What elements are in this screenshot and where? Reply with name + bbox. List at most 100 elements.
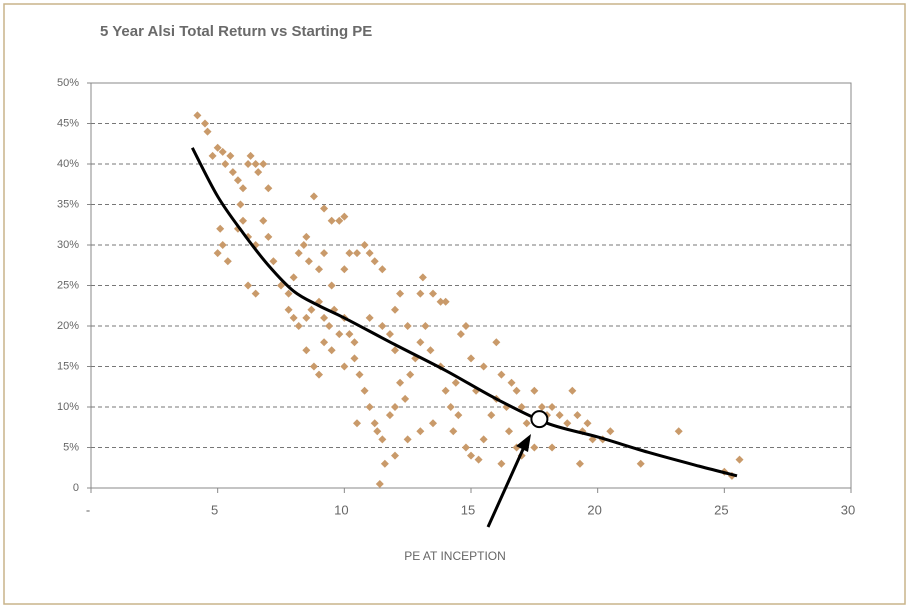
data-point — [325, 322, 334, 330]
data-point — [259, 160, 268, 168]
arrow-shaft — [486, 446, 526, 528]
data-point — [277, 281, 285, 290]
data-point — [429, 289, 437, 298]
x-tick-label: 20 — [587, 502, 601, 517]
data-point — [264, 232, 273, 241]
data-point — [246, 151, 255, 160]
data-point — [563, 419, 572, 428]
data-point — [264, 184, 273, 193]
data-point — [441, 386, 450, 395]
arrow-head — [516, 434, 531, 452]
data-point — [467, 451, 475, 460]
data-point — [335, 330, 344, 339]
data-point — [421, 322, 430, 330]
y-tick-label: 20% — [57, 320, 79, 332]
data-point — [517, 403, 526, 411]
x-tick-label: 5 — [211, 502, 218, 517]
data-point — [479, 362, 488, 371]
data-point — [380, 459, 389, 468]
data-point — [345, 330, 354, 339]
data-point — [289, 313, 298, 322]
data-point — [327, 346, 336, 355]
data-point — [378, 435, 387, 444]
data-point — [436, 297, 445, 306]
y-tick-label: 10% — [57, 401, 79, 413]
data-point — [216, 224, 225, 233]
data-point — [193, 111, 202, 120]
data-point — [461, 322, 470, 330]
chart-title: 5 Year Alsi Total Return vs Starting PE — [100, 23, 372, 40]
data-point — [213, 249, 222, 258]
data-point — [302, 232, 311, 241]
data-point — [335, 216, 344, 225]
data-point — [259, 216, 268, 225]
data-point — [360, 241, 369, 249]
data-point — [573, 411, 582, 420]
data-point — [522, 419, 531, 428]
x-axis-label: PE AT INCEPTION — [404, 549, 506, 563]
data-point — [302, 313, 311, 322]
data-point — [507, 378, 516, 387]
y-tick-label: 50% — [57, 77, 79, 89]
data-point — [429, 419, 437, 428]
data-point — [251, 289, 260, 298]
data-point — [391, 451, 399, 460]
data-point — [223, 257, 232, 266]
data-point — [454, 411, 463, 420]
data-point — [320, 313, 329, 322]
data-point — [284, 305, 293, 314]
data-point — [418, 273, 427, 282]
data-point — [239, 184, 247, 193]
data-point — [378, 322, 387, 330]
data-point — [269, 257, 278, 266]
data-point — [294, 249, 303, 258]
data-point — [396, 289, 405, 298]
x-tick-label: 15 — [461, 502, 475, 517]
data-point — [451, 378, 460, 387]
data-point — [236, 200, 245, 209]
data-point — [244, 160, 253, 168]
data-point — [403, 322, 412, 330]
data-point — [320, 204, 329, 213]
y-tick-label: 25% — [57, 279, 79, 291]
x-tick-label: 30 — [841, 502, 855, 517]
data-point — [302, 346, 311, 355]
highlight-point — [530, 410, 549, 429]
data-point — [320, 249, 329, 258]
data-point — [479, 435, 488, 444]
y-tick-label: 5% — [63, 441, 79, 453]
data-point — [606, 427, 615, 436]
data-point — [309, 362, 318, 371]
data-point — [391, 403, 399, 411]
data-point — [201, 119, 209, 128]
y-tick-label: 35% — [57, 198, 79, 210]
data-point — [441, 297, 450, 306]
data-point — [307, 305, 316, 314]
frame — [3, 3, 906, 605]
data-point — [353, 249, 361, 258]
data-point — [299, 241, 308, 249]
data-point — [530, 443, 539, 452]
data-point — [416, 338, 425, 347]
data-point — [403, 435, 412, 444]
data-point — [365, 249, 374, 258]
data-point — [537, 403, 546, 411]
data-point — [315, 370, 323, 379]
data-point — [487, 411, 496, 420]
data-point — [396, 378, 405, 387]
data-point — [555, 411, 564, 420]
data-point — [674, 427, 683, 436]
data-point — [416, 289, 425, 298]
data-point — [294, 322, 303, 330]
data-point — [548, 443, 557, 452]
data-point — [203, 127, 212, 136]
data-point — [309, 192, 318, 201]
y-tick-label: 15% — [57, 360, 79, 372]
data-point — [497, 459, 506, 468]
data-point — [548, 403, 557, 411]
data-point — [218, 241, 227, 249]
data-point — [416, 427, 425, 436]
data-point — [213, 143, 222, 152]
data-point — [365, 313, 374, 322]
data-point — [583, 419, 592, 428]
